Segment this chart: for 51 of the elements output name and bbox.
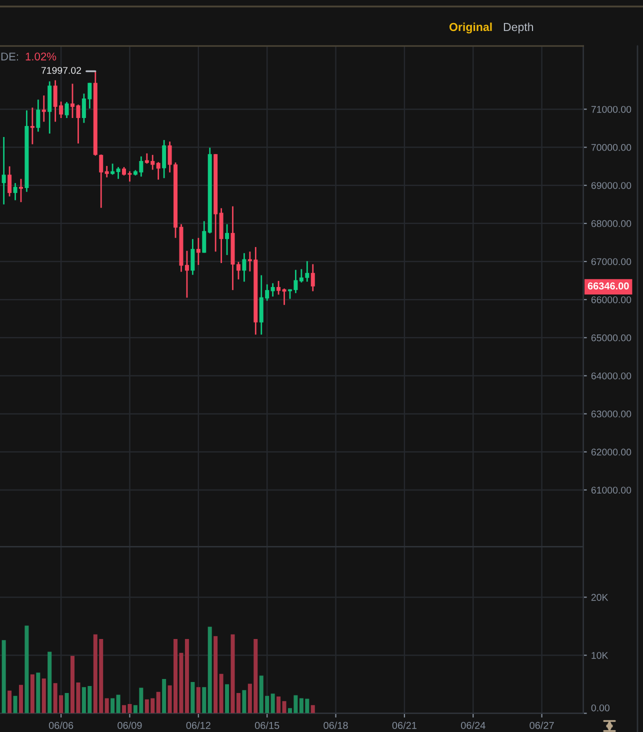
candlestick — [310, 263, 315, 292]
x-tick-label: 06/24 — [461, 722, 486, 729]
text: Original — [449, 22, 492, 34]
y-tick-label: 20K — [591, 594, 608, 601]
y-tick-label: 61000.00 — [591, 486, 632, 494]
annotation: 71997.02 — [41, 66, 82, 74]
candlestick — [270, 282, 275, 298]
candlestick — [225, 224, 230, 256]
y-tick-label: 10K — [592, 652, 608, 659]
annotation: 1.02% — [26, 52, 56, 60]
candlestick — [202, 220, 206, 254]
y-tick-label: 68000.00 — [591, 220, 632, 228]
x-tick-label: 06/21 — [392, 722, 416, 729]
candlestick — [162, 139, 166, 179]
candlestick — [99, 154, 104, 209]
annotation: DE: — [1, 52, 18, 60]
y-tick-label: 69000.00 — [591, 182, 632, 189]
candlestick — [42, 94, 46, 122]
x-tick-label: 06/09 — [118, 722, 142, 729]
y-tick-label: 62000.00 — [591, 448, 632, 456]
x-tick-label: 06/12 — [186, 722, 210, 729]
y-tick-label: 66000.00 — [591, 296, 632, 304]
text: Depth — [504, 22, 534, 34]
y-tick-label: 71000.00 — [591, 106, 632, 113]
candlestick — [13, 182, 18, 201]
x-tick-label: 06/06 — [48, 722, 74, 729]
candlestick — [110, 162, 115, 176]
text: 66346.00 — [588, 282, 629, 290]
y-tick-label: 70000.00 — [591, 144, 632, 151]
candlestick — [30, 106, 34, 145]
candlestick — [242, 252, 246, 282]
candlestick — [116, 166, 120, 180]
candlestick — [64, 101, 69, 119]
candlestick — [104, 165, 109, 178]
y-tick-label: 67000.00 — [591, 258, 632, 266]
y-tick-label: 0.00 — [591, 704, 610, 712]
y-tick-label: 65000.00 — [591, 334, 632, 342]
candlestick — [196, 237, 200, 266]
x-tick-label: 06/18 — [324, 722, 348, 729]
x-tick-label: 06/15 — [254, 722, 280, 729]
x-tick-label: 06/27 — [530, 722, 554, 729]
candlestick — [2, 136, 6, 206]
candlestick — [8, 166, 12, 198]
candlestick — [276, 280, 281, 296]
y-tick-label: 64000.00 — [591, 372, 632, 380]
candlestick — [156, 161, 160, 180]
candlestick — [184, 250, 189, 298]
candlestick — [190, 238, 195, 276]
candlestick — [18, 178, 23, 203]
candlestick — [36, 98, 40, 132]
y-tick-label: 63000.00 — [591, 410, 632, 418]
